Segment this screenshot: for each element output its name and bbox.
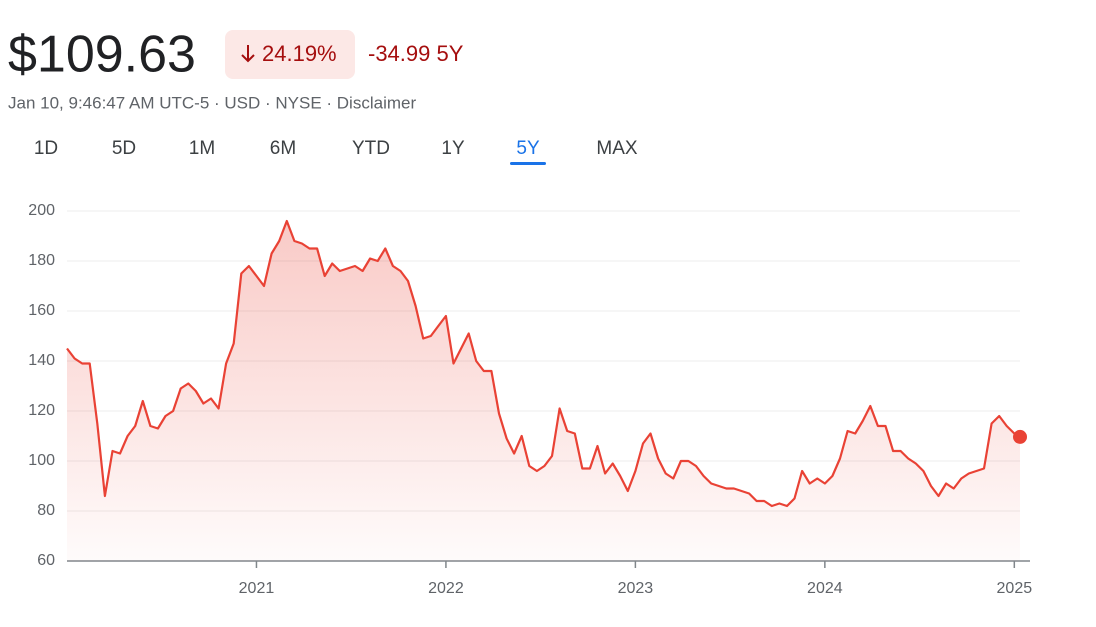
range-tab[interactable]: 1Y: [441, 138, 465, 159]
price-line: [66, 219, 1021, 508]
x-tick-label: 2022: [428, 580, 464, 597]
range-tabs: 1D 5D 1M 6M YTD 1Y 5Y MAX: [34, 138, 638, 165]
y-tick-label: 100: [28, 452, 55, 469]
area-fill: [67, 221, 1020, 561]
y-tick-label: 180: [28, 252, 55, 269]
subtitle: Jan 10, 9:46:47 AM UTC-5 · USD · NYSE · …: [8, 93, 416, 112]
y-tick-label: 140: [28, 352, 55, 369]
down-arrow: [241, 45, 255, 63]
y-tick-label: 60: [37, 552, 55, 569]
range-tab[interactable]: YTD: [352, 138, 390, 159]
range-tab[interactable]: MAX: [596, 138, 638, 159]
y-tick-label: 120: [28, 402, 55, 419]
range-tab[interactable]: 6M: [270, 138, 296, 159]
range-tab[interactable]: 5Y: [516, 138, 540, 159]
range-tab[interactable]: 5D: [112, 138, 136, 159]
y-tick-label: 80: [37, 502, 55, 519]
price: $109.63: [8, 26, 196, 84]
active-tab-underline: [510, 162, 546, 165]
change-percent: 24.19%: [262, 41, 337, 66]
y-tick-label: 160: [28, 302, 55, 319]
range-tab[interactable]: 1D: [34, 138, 58, 159]
change-value: -34.99 5Y: [368, 41, 464, 66]
x-tick-label: 2023: [618, 580, 654, 597]
last-price-dot: [1013, 429, 1027, 444]
x-tick-label: 2021: [239, 580, 275, 597]
change-badge: [225, 30, 355, 79]
x-tick-label: 2025: [997, 580, 1033, 597]
range-tab[interactable]: 1M: [189, 138, 215, 159]
x-tick-label: 2024: [807, 580, 843, 597]
plot: 60 80 100 120 140 160 180 200 2021 2022 2023 2024 20…: [28, 202, 1032, 597]
y-tick-label: 200: [28, 202, 55, 219]
